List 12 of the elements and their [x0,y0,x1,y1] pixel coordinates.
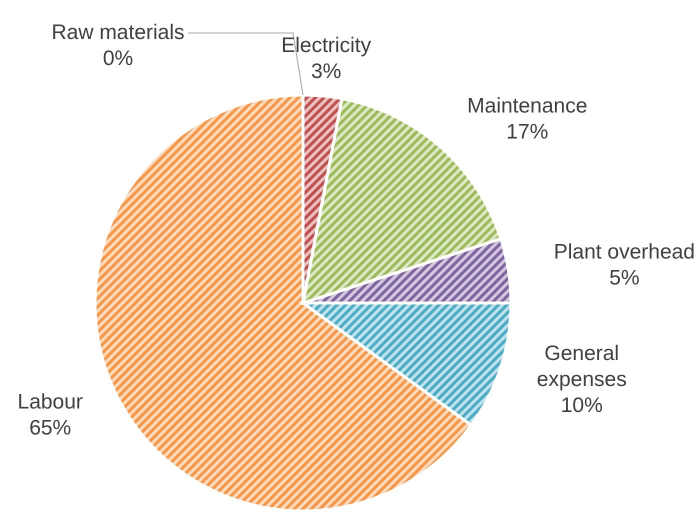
data-label: 3% [310,60,342,84]
data-label: 5% [609,266,640,290]
slice-label: Maintenance [467,94,588,118]
slice-label: General expenses [536,342,627,392]
data-label: 65% [29,416,72,440]
slice-label: Electricity [281,34,372,58]
category-label: Raw materials [51,21,185,44]
data-label: 17% [506,120,548,144]
slice-label: Labour [18,390,83,414]
data-label: 10% [560,394,603,418]
text: 0% [102,47,134,70]
slice-label: Plant overhead [554,240,696,264]
